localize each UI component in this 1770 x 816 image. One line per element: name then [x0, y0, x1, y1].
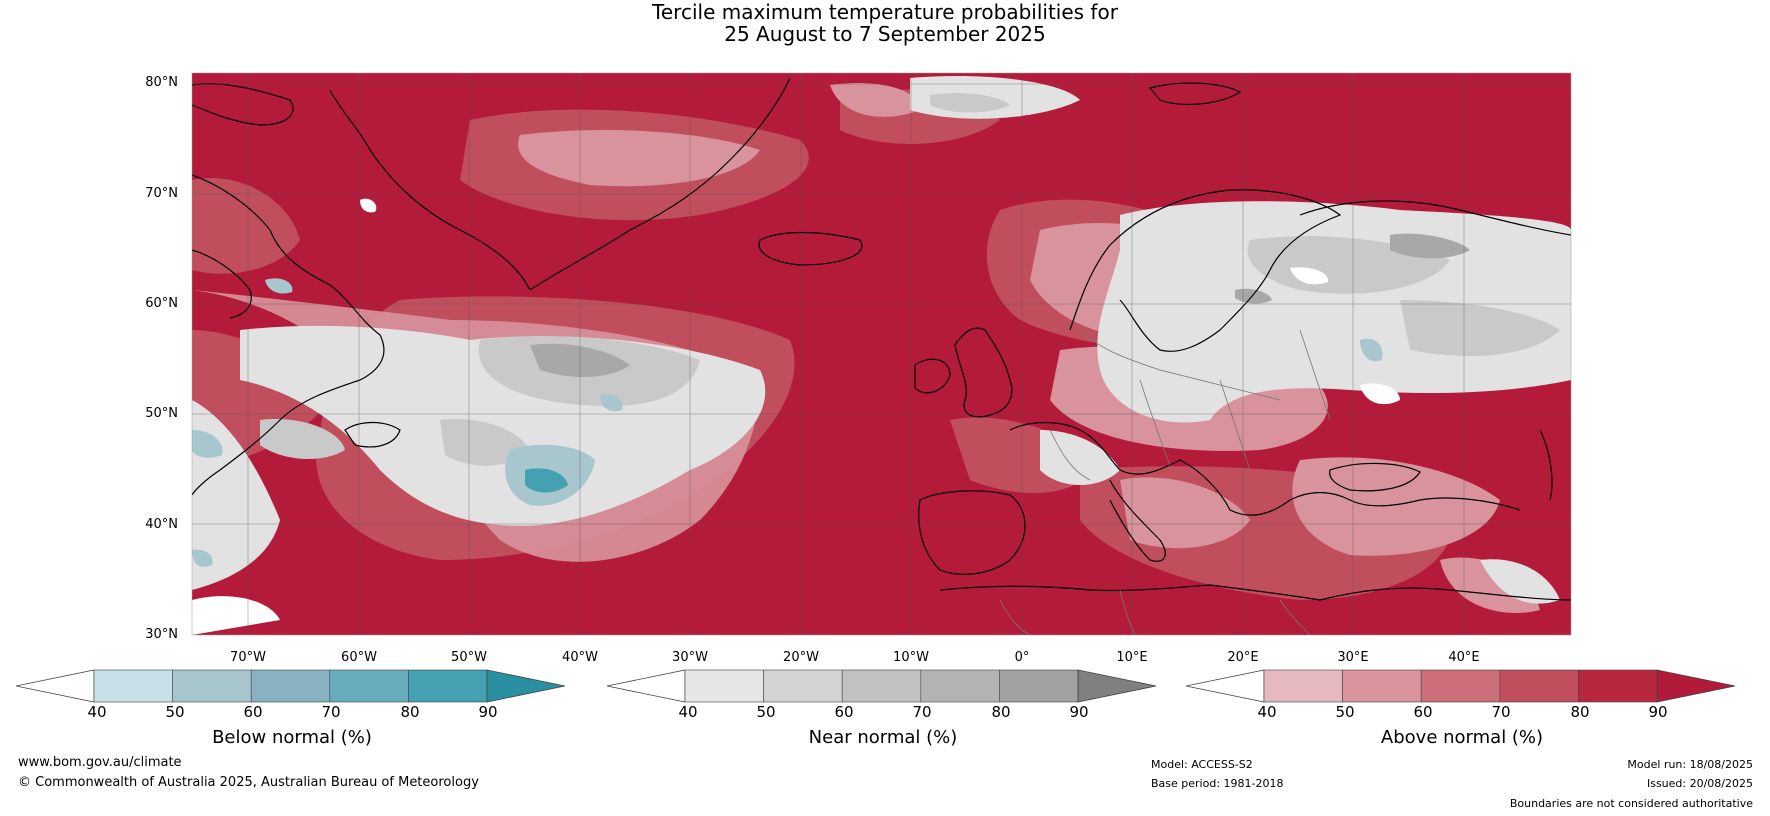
- tick-label: 40: [1257, 703, 1277, 721]
- tick-label: 80: [400, 703, 420, 721]
- tick-label: 90: [1648, 703, 1668, 721]
- footer-url[interactable]: www.bom.gov.au/climate: [18, 755, 182, 770]
- colorbar-extend-low: [606, 669, 686, 703]
- coastlines: [192, 77, 1571, 601]
- map-title-line2: 25 August to 7 September 2025: [724, 22, 1046, 46]
- lat-label-60n: 60°N: [145, 296, 178, 311]
- colorbar-segment: [999, 669, 1079, 703]
- tick-label: 80: [1570, 703, 1590, 721]
- footer-copyright: © Commonwealth of Australia 2025, Austra…: [18, 775, 479, 790]
- colorbar-segment: [920, 669, 1000, 703]
- footer-issued: Issued: 20/08/2025: [1646, 777, 1753, 790]
- lon-label-20e: 20°E: [1227, 650, 1259, 665]
- map-title-line1: Tercile maximum temperature probabilitie…: [652, 0, 1118, 24]
- tick-label: 90: [1069, 703, 1089, 721]
- lat-label-50n: 50°N: [145, 406, 178, 421]
- lat-label-70n: 70°N: [145, 186, 178, 201]
- lon-label-50w: 50°W: [451, 650, 487, 665]
- tick-label: 70: [1491, 703, 1511, 721]
- colorbar-near-normal-title: Near normal (%): [808, 727, 958, 748]
- colorbar-segment: [1263, 669, 1343, 703]
- colorbar-segment: [172, 669, 252, 703]
- lat-label-30n: 30°N: [145, 627, 178, 642]
- colorbar-segment: [250, 669, 331, 703]
- graticule: [192, 73, 1571, 635]
- colorbar-below-normal-title: Below normal (%): [212, 727, 372, 748]
- lon-label-10w: 10°W: [893, 650, 929, 665]
- colorbar-segment: [1420, 669, 1501, 703]
- lon-label-60w: 60°W: [341, 650, 377, 665]
- country-borders: [999, 329, 1331, 635]
- footer-model-run: Model run: 18/08/2025: [1627, 758, 1753, 771]
- lon-label-40w: 40°W: [562, 650, 598, 665]
- below-normal-80-region: [525, 468, 568, 493]
- tick-label: 60: [834, 703, 854, 721]
- colorbar-segment: [763, 669, 843, 703]
- tick-label: 40: [87, 703, 107, 721]
- tick-label: 50: [165, 703, 185, 721]
- lon-label-40e: 40°E: [1448, 650, 1480, 665]
- colorbar-extend-high: [486, 669, 566, 703]
- tick-label: 60: [243, 703, 263, 721]
- tick-label: 70: [321, 703, 341, 721]
- colorbar-segment: [1578, 669, 1658, 703]
- colorbar-extend-high: [1077, 669, 1157, 703]
- colorbar-segment: [1499, 669, 1579, 703]
- colorbar-segment: [1342, 669, 1422, 703]
- colorbar-above-normal: [1185, 669, 1736, 703]
- colorbar-segment: [684, 669, 764, 703]
- footer-disclaimer: Boundaries are not considered authoritat…: [1509, 797, 1753, 810]
- tick-label: 40: [678, 703, 698, 721]
- footer-base-period: Base period: 1981-2018: [1151, 777, 1284, 790]
- colorbar-segment: [93, 669, 173, 703]
- lon-label-10e: 10°E: [1116, 650, 1148, 665]
- near-normal-60-region: [530, 233, 1470, 377]
- tick-label: 60: [1413, 703, 1433, 721]
- lon-label-0: 0°: [1014, 650, 1030, 665]
- lon-label-70w: 70°W: [230, 650, 266, 665]
- lon-label-20w: 20°W: [783, 650, 819, 665]
- tick-label: 50: [756, 703, 776, 721]
- colorbar-extend-high: [1656, 669, 1736, 703]
- colorbar-segment: [329, 669, 409, 703]
- footer-model: Model: ACCESS-S2: [1151, 758, 1253, 771]
- lat-label-80n: 80°N: [145, 75, 178, 90]
- colorbar-extend-low: [1185, 669, 1265, 703]
- tick-label: 50: [1335, 703, 1355, 721]
- colorbar-segment: [408, 669, 488, 703]
- tick-label: 80: [991, 703, 1011, 721]
- tick-label: 90: [478, 703, 498, 721]
- colorbar-segment: [841, 669, 922, 703]
- colorbar-extend-low: [15, 669, 95, 703]
- lat-label-40n: 40°N: [145, 517, 178, 532]
- colorbar-below-normal: [15, 669, 566, 703]
- colorbar-near-normal: [606, 669, 1157, 703]
- lon-label-30e: 30°E: [1337, 650, 1369, 665]
- lon-label-30w: 30°W: [672, 650, 708, 665]
- colorbar-above-normal-title: Above normal (%): [1380, 727, 1544, 748]
- no-signal-region: [192, 198, 1400, 635]
- tick-label: 70: [912, 703, 932, 721]
